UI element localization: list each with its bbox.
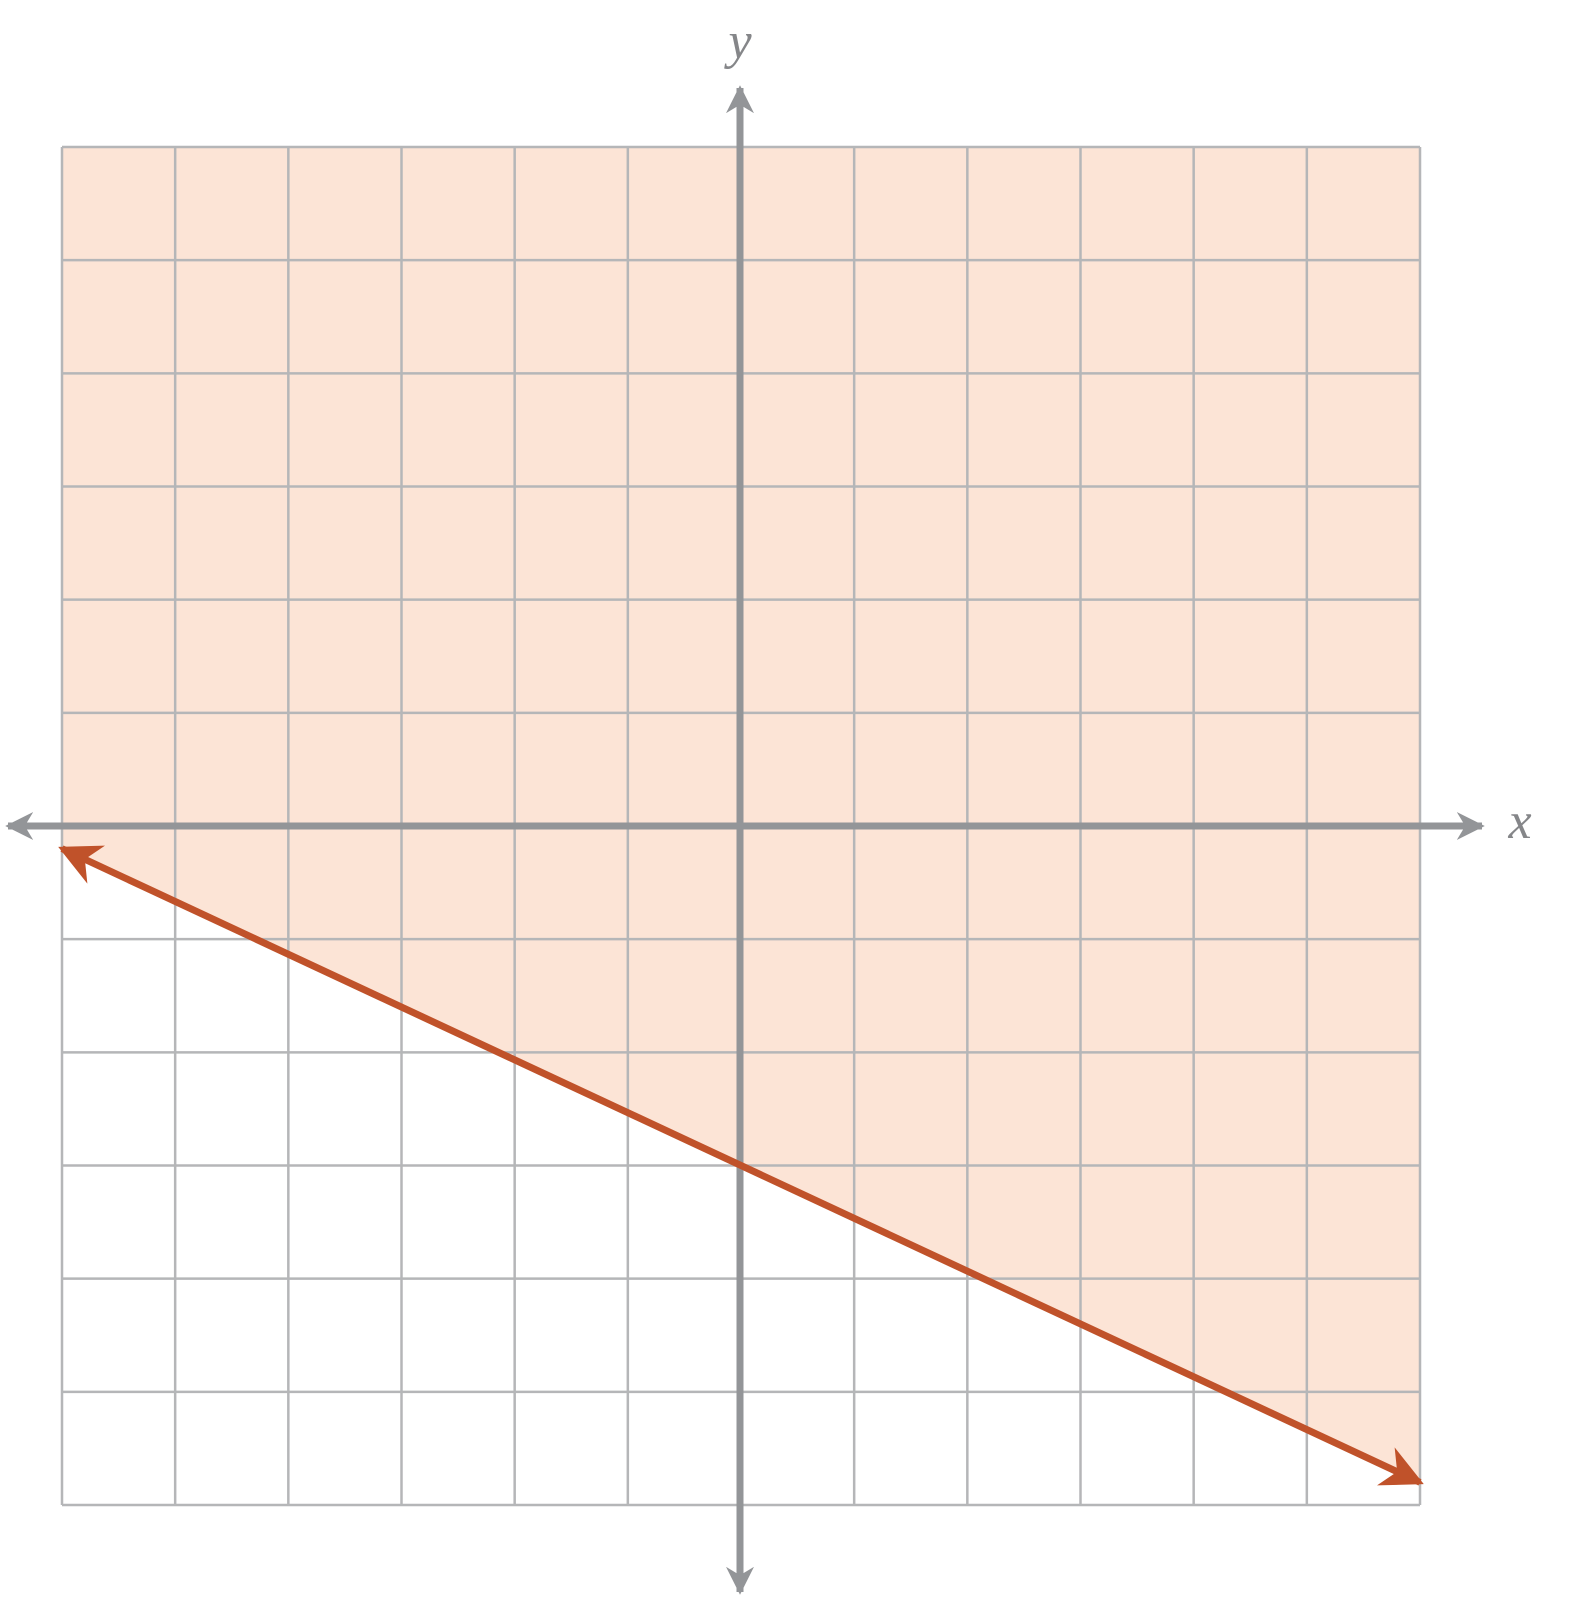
x-axis-label: x: [1507, 793, 1531, 850]
line: [58, 845, 1424, 1486]
y-axis-label: y: [723, 13, 752, 70]
